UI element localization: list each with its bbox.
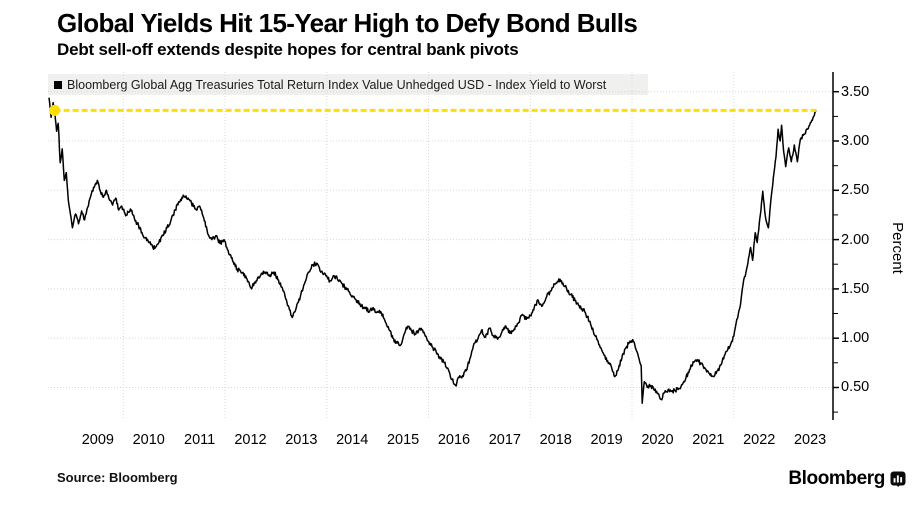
y-axis-title: Percent: [889, 222, 906, 274]
x-tick-label: 2022: [743, 432, 776, 448]
x-tick-label: 2017: [488, 432, 521, 448]
x-tick-label: 2013: [285, 432, 318, 448]
legend-swatch-icon: [54, 80, 62, 89]
x-tick-label: 2019: [590, 432, 623, 448]
bloomberg-wordmark: Bloomberg: [788, 468, 885, 489]
y-tick-label: 1.00: [841, 330, 870, 347]
page-title: Global Yields Hit 15-Year High to Defy B…: [57, 8, 638, 38]
source-attribution: Source: Bloomberg: [57, 470, 178, 485]
x-tick-label: 2010: [132, 432, 165, 448]
y-tick-label: 3.50: [841, 83, 870, 100]
y-tick-label: 2.00: [841, 231, 870, 248]
x-tick-label: 2020: [641, 432, 674, 448]
x-tick-label: 2021: [692, 432, 725, 448]
y-tick-label: 1.50: [841, 280, 870, 297]
x-tick-label: 2018: [539, 432, 572, 448]
x-tick-label: 2016: [437, 432, 471, 448]
x-tick-label: 2011: [184, 432, 216, 448]
bloomberg-logo-icon: [890, 471, 906, 487]
y-tick-label: 3.00: [841, 133, 870, 149]
x-tick-label: 2009: [81, 432, 114, 448]
chart-subtitle: Debt sell-off extends despite hopes for …: [57, 40, 519, 59]
bloomberg-branding: Bloomberg: [788, 468, 906, 490]
legend-series-label: Bloomberg Global Agg Treasuries Total Re…: [67, 77, 607, 92]
y-tick-label: 2.50: [841, 182, 870, 199]
yield-line-series: [48, 97, 817, 404]
x-tick-label: 2012: [234, 432, 267, 448]
x-tick-label: 2023: [793, 432, 827, 448]
x-tick-label: 2014: [336, 432, 369, 448]
peak-marker-dot: [49, 104, 61, 116]
y-tick-label: 0.50: [841, 379, 870, 396]
x-tick-label: 2015: [386, 432, 420, 448]
legend: Bloomberg Global Agg Treasuries Total Re…: [48, 74, 648, 95]
